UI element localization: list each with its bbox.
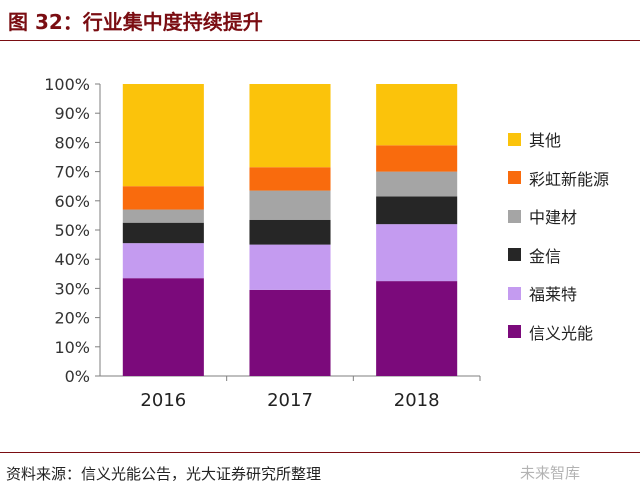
legend-item: 福莱特 — [508, 282, 638, 304]
legend-swatch — [508, 325, 521, 338]
bar-segment — [376, 224, 458, 282]
y-tick-label: 70% — [54, 163, 90, 182]
legend-label: 彩虹新能源 — [529, 169, 610, 189]
legend-label: 中建材 — [529, 208, 578, 227]
title-bar: 图 32：行业集中度持续提升 — [0, 0, 640, 41]
y-tick-label: 100% — [44, 75, 90, 94]
bar-segment — [122, 222, 204, 244]
legend-swatch — [508, 248, 521, 261]
legend-item: 金信 — [508, 244, 638, 266]
bar-segment — [122, 278, 204, 376]
footer-bar: 资料来源：信义光能公告，光大证券研究所整理 — [0, 452, 640, 493]
bar-segment — [376, 281, 458, 376]
bar-segment — [122, 84, 204, 187]
y-tick-label: 40% — [54, 250, 90, 269]
y-tick-label: 10% — [54, 338, 90, 357]
stacked-bar-chart: 0% 10% 20% 30% 40% 50% 60% 70% 80% 90% 100% 2016 201… — [44, 75, 481, 411]
bar-segment — [122, 209, 204, 223]
y-tick-label: 80% — [54, 133, 90, 152]
x-tick-label: 2017 — [267, 390, 313, 411]
y-tick-label: 0% — [65, 367, 90, 386]
legend-swatch — [508, 132, 521, 146]
bar-segment — [249, 167, 331, 191]
bar-segment — [249, 219, 331, 245]
legend-swatch — [508, 209, 521, 223]
legend-label: 其他 — [529, 131, 562, 150]
legend-label: 福莱特 — [529, 285, 578, 304]
x-tick-label: 2018 — [394, 390, 440, 411]
legend-swatch — [508, 286, 521, 300]
bar-segment — [376, 145, 458, 172]
chart-legend: 其他彩虹新能源中建材金信福莱特信义光能 — [508, 128, 638, 359]
watermark: 未来智库 — [520, 464, 581, 482]
bar-segment — [249, 289, 331, 376]
legend-item: 其他 — [508, 128, 638, 150]
source-note: 资料来源：信义光能公告，光大证券研究所整理 — [6, 465, 322, 483]
bar-segment — [376, 84, 458, 146]
legend-item: 彩虹新能源 — [508, 167, 638, 189]
y-tick-label: 30% — [54, 279, 90, 298]
y-tick-label: 90% — [54, 104, 90, 123]
legend-item: 信义光能 — [508, 321, 638, 343]
x-tick-label: 2016 — [140, 390, 186, 411]
y-tick-label: 20% — [54, 309, 90, 328]
bar-segment — [249, 244, 331, 290]
y-tick-label: 50% — [54, 221, 90, 240]
chart-title: 图 32：行业集中度持续提升 — [8, 10, 263, 34]
legend-label: 信义光能 — [529, 323, 594, 343]
bar-segment — [249, 84, 331, 168]
legend-label: 金信 — [529, 246, 562, 266]
bar-segment — [122, 243, 204, 279]
legend-item: 中建材 — [508, 205, 638, 227]
bar-segment — [122, 186, 204, 210]
bar-segment — [376, 196, 458, 225]
bar-segment — [249, 190, 331, 220]
y-tick-label: 60% — [54, 192, 90, 211]
bar-segment — [376, 171, 458, 197]
legend-swatch — [508, 171, 521, 184]
chart-area: 0% 10% 20% 30% 40% 50% 60% 70% 80% 90% 100% 2016 201… — [0, 44, 640, 448]
